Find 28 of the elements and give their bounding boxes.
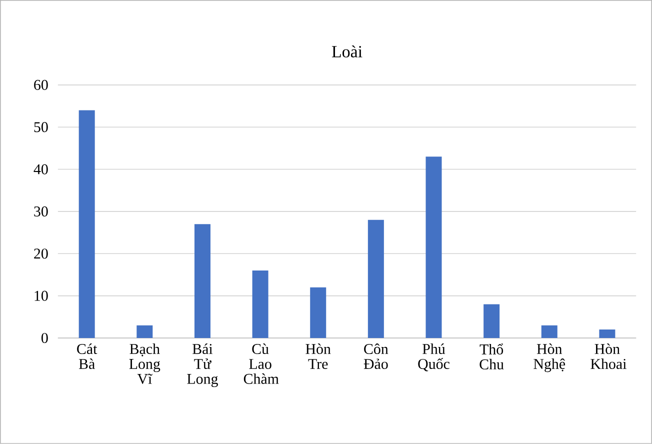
y-tick-label: 60 (34, 80, 48, 90)
x-tick-label: Bái Tử Long (187, 344, 218, 388)
chart-title: Loài (332, 45, 362, 58)
x-tick-label: Côn Đảo (364, 344, 388, 370)
bar (426, 156, 442, 338)
x-tick-label: Cát Bà (77, 344, 98, 370)
bar (599, 330, 616, 338)
y-tick-label: 40 (34, 164, 48, 174)
y-tick-label: 10 (34, 290, 48, 301)
bar (136, 325, 153, 338)
bar (368, 220, 384, 338)
y-tick-label: 20 (34, 248, 48, 259)
x-tick-label: Hòn Khoai (590, 344, 626, 370)
bar (252, 270, 268, 338)
x-tick-label: Bạch Long Vĩ (129, 344, 160, 384)
x-tick-label: Cù Lao Chàm (244, 344, 279, 384)
y-tick-label: 30 (34, 206, 48, 217)
bar (310, 287, 326, 338)
bar (78, 110, 95, 338)
bar (541, 325, 558, 338)
y-tick-label: 0 (41, 332, 48, 344)
bar (194, 224, 210, 338)
x-tick-label: Phú Quốc (418, 344, 450, 372)
x-tick-label: Thổ Chu (480, 344, 504, 370)
x-tick-label: Hòn Tre (306, 344, 331, 370)
y-tick-label: 50 (34, 122, 48, 132)
bar (484, 304, 500, 338)
x-tick-label: Hòn Nghệ (534, 344, 566, 372)
